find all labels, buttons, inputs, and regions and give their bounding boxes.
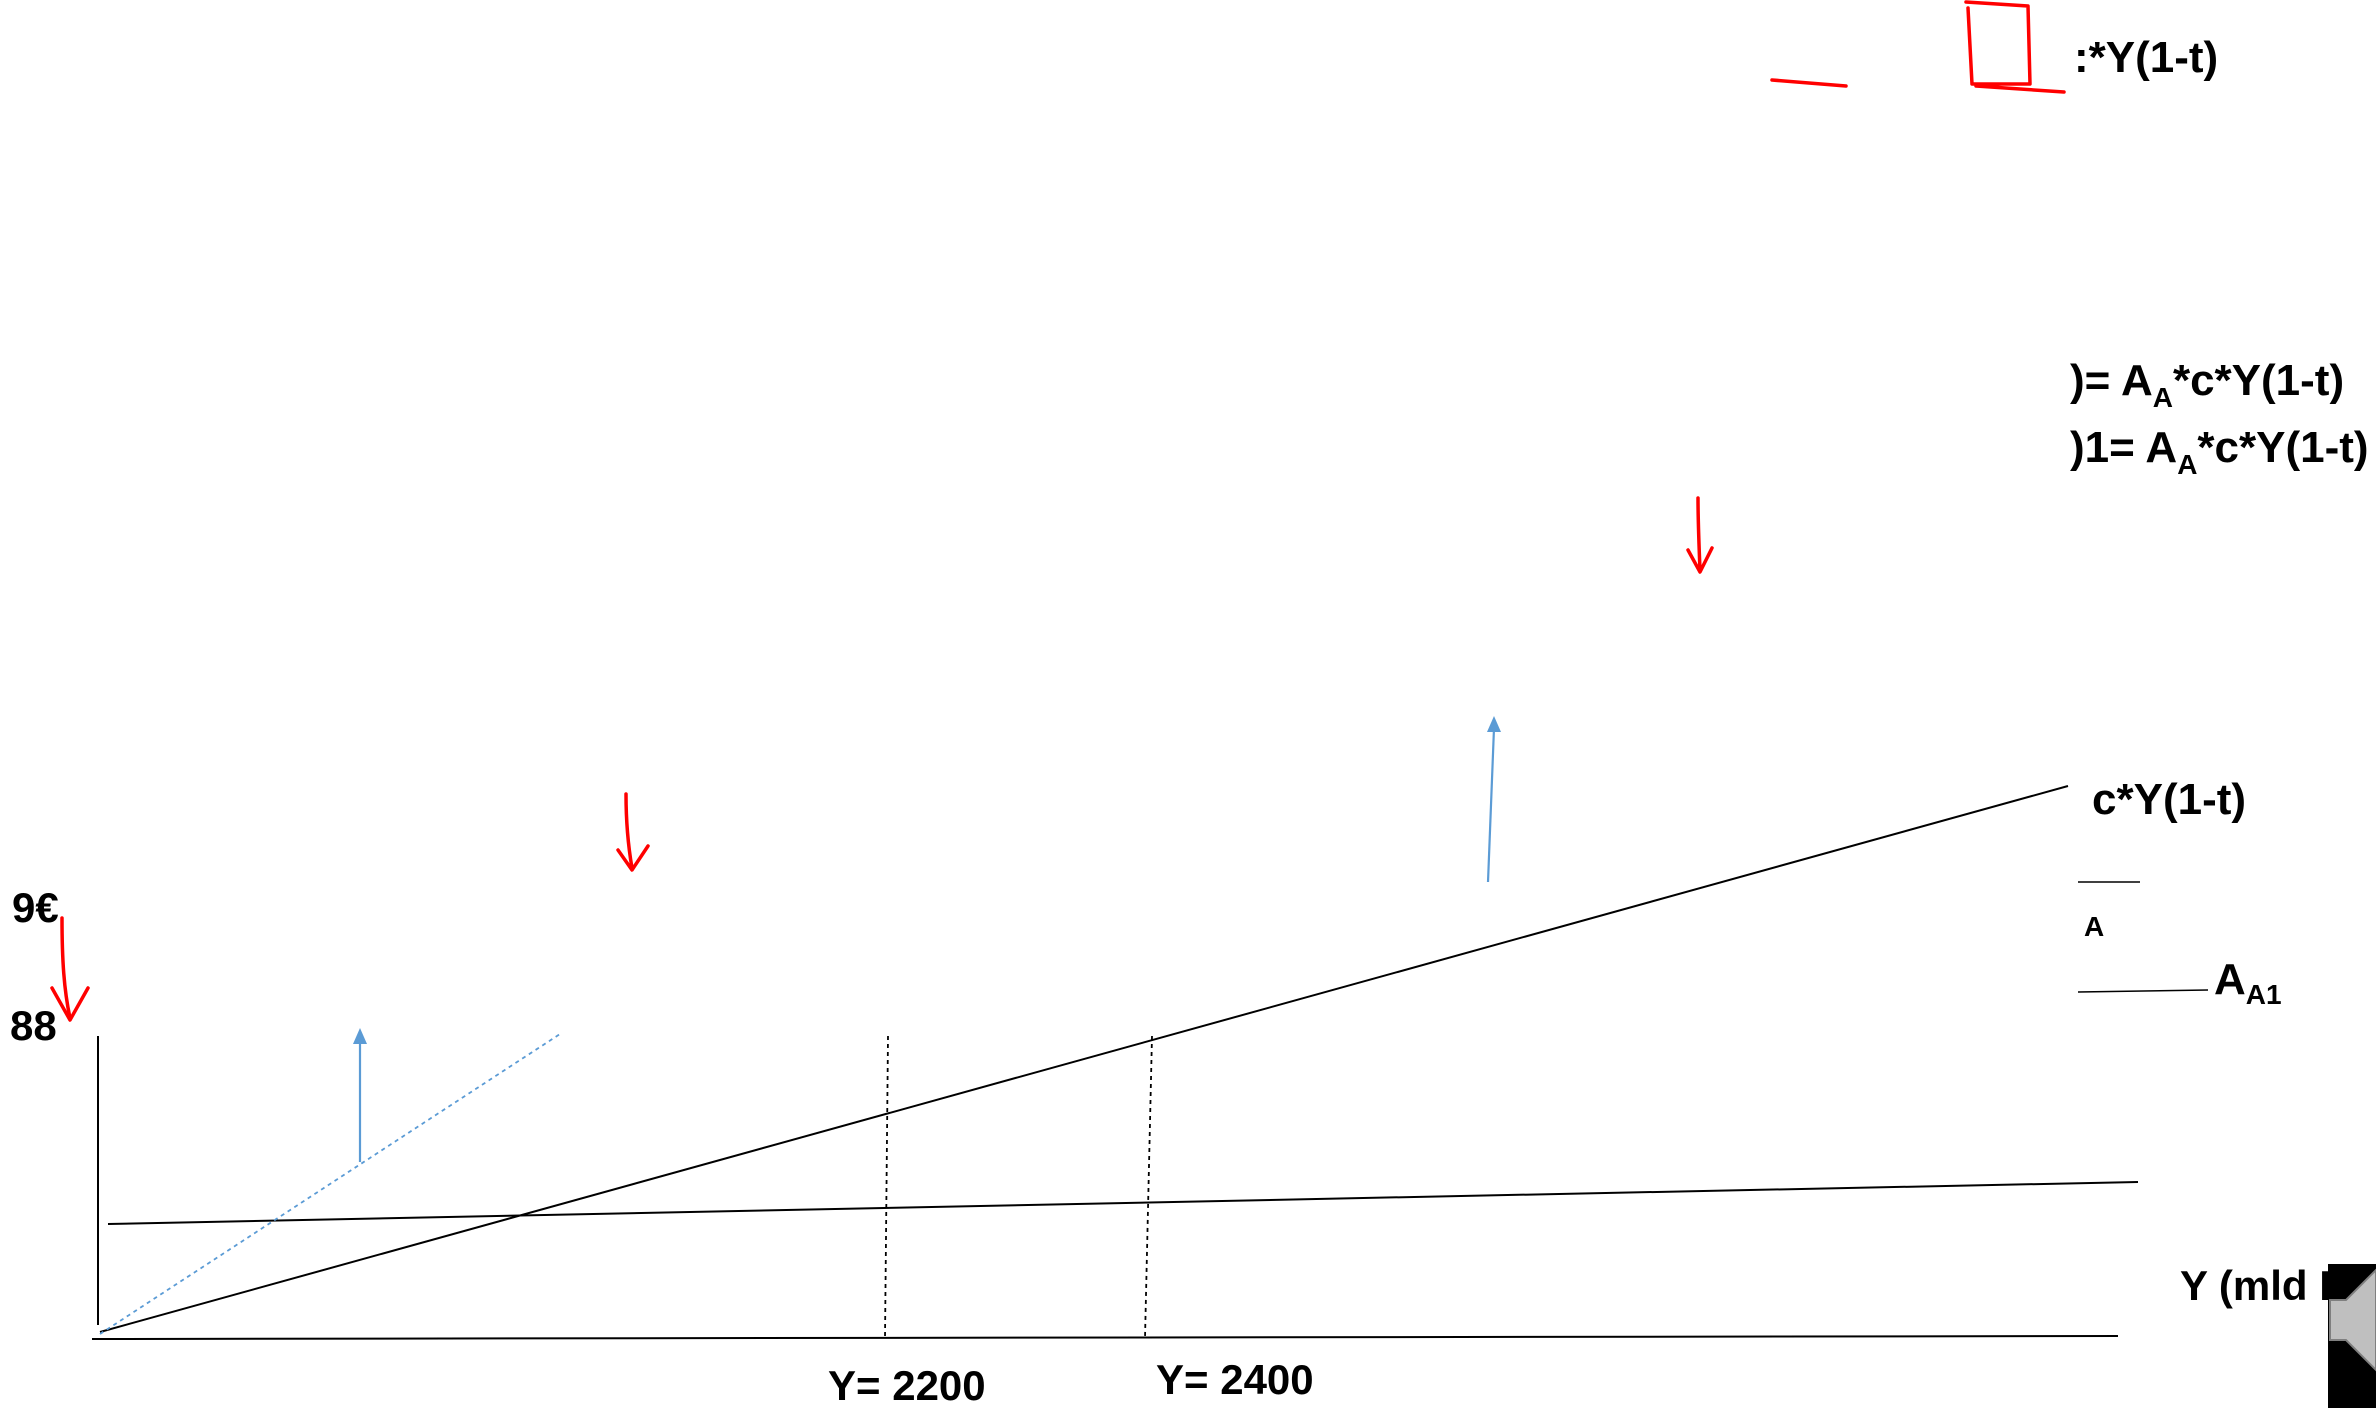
line-cy1t (99, 785, 2069, 1333)
red-box-mark (1964, 0, 2066, 94)
red-down-arrow-left (50, 916, 90, 1022)
dashed-shifted-line (99, 1033, 561, 1335)
red-dash-mark (1770, 78, 1848, 88)
line-label-cy1t: c*Y(1-t) (2092, 775, 2246, 824)
x-axis-label: Y (mld H (2180, 1262, 2350, 1309)
y-tick-96: 9€ (12, 884, 59, 931)
x-tick-y-2400: Y= 2400 (1156, 1356, 1314, 1403)
guide-y-2200 (884, 1035, 889, 1339)
y-tick-88: 88 (10, 1002, 57, 1049)
line-aa (107, 1181, 2139, 1225)
speaker-icon[interactable] (2328, 1264, 2376, 1408)
blue-up-arrow-right (1486, 716, 1501, 883)
x-axis (91, 1335, 2119, 1340)
formula-1: )= AA*c*Y(1-t) (2070, 356, 2344, 413)
x-tick-y-2200: Y= 2200 (828, 1362, 986, 1408)
legend-line-aa1 (2077, 989, 2209, 993)
red-down-arrow-middle (616, 792, 650, 872)
top-formula: :*Y(1-t) (2074, 33, 2218, 82)
red-down-arrow-upper (1686, 496, 1714, 574)
aa1-legend-label: AA1 (2214, 955, 2282, 1010)
aa-legend-label: A (2084, 911, 2104, 942)
guide-y-2400 (1144, 1035, 1153, 1339)
formula-2: )1= AA*c*Y(1-t) (2070, 423, 2369, 480)
blue-up-arrow-left (353, 1028, 367, 1162)
